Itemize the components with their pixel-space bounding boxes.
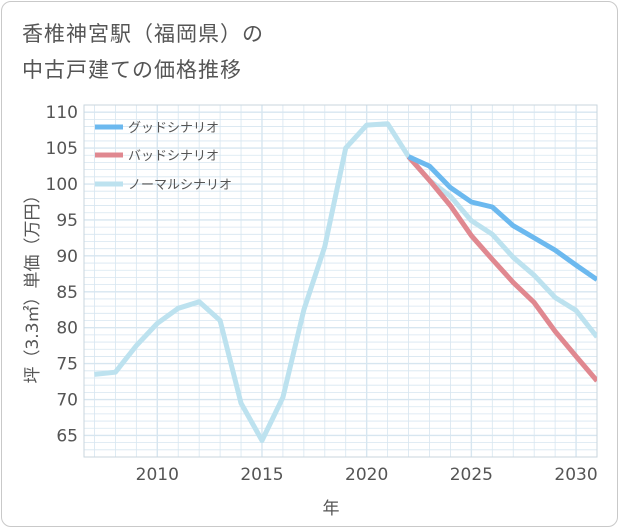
legend-label-normal: ノーマルシナリオ [128,178,232,193]
series-line-good [407,154,597,282]
legend-label-bad: バッドシナリオ [128,149,219,164]
y-tick-label: 85 [56,283,78,303]
plot-frame [83,104,598,458]
y-tick-label: 80 [56,319,78,339]
x-tick-labels: 2010 2015 2020 2025 2030 [136,465,598,485]
y-axis-label: 坪（3.3㎡）単価（万円） [23,186,43,383]
y-tick-labels: 65 70 75 80 85 90 95 100 105 110 [46,103,78,446]
x-tick-label: 2020 [345,465,388,485]
y-tick-label: 105 [46,139,78,159]
plot-border [83,104,598,458]
series-lines [94,121,597,443]
x-tick-label: 2015 [240,465,283,485]
legend-label-good: グッドシナリオ [128,121,219,136]
y-tick-label: 75 [56,355,78,375]
y-tick-label: 110 [46,103,78,123]
y-tick-label: 95 [56,211,78,231]
x-tick-label: 2010 [136,465,179,485]
series-line-bad [406,155,597,383]
y-tick-label: 65 [56,426,78,446]
y-tick-label: 90 [56,247,78,267]
x-tick-label: 2025 [450,465,493,485]
chart-title-line1: 香椎神宮駅（福岡県）の [22,22,264,46]
y-tick-label: 100 [46,175,78,195]
x-tick-label: 2030 [554,465,597,485]
series-line-normal [94,121,597,443]
x-axis-label: 年 [323,499,340,519]
y-tick-label: 70 [56,391,78,411]
chart-title-line2: 中古戸建ての価格推移 [22,58,242,82]
chart-title: 香椎神宮駅（福岡県）の 中古戸建ての価格推移 [22,16,264,88]
